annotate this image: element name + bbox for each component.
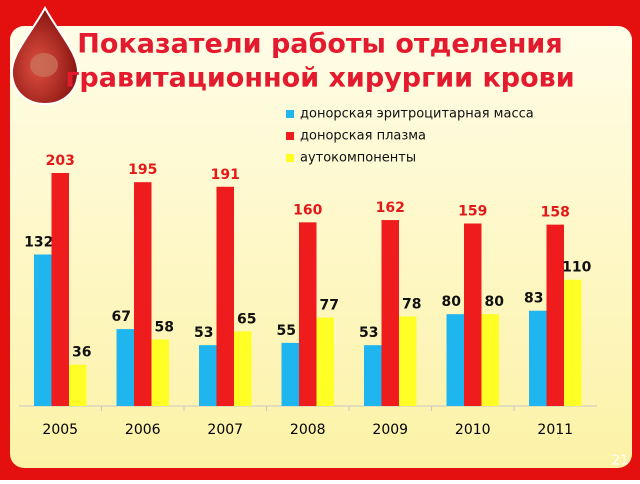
bar	[116, 329, 134, 406]
data-label: 80	[442, 294, 462, 310]
bar	[51, 173, 69, 406]
data-label: 36	[72, 345, 91, 361]
data-label: 77	[320, 298, 339, 314]
bar	[34, 254, 52, 406]
bar	[69, 364, 87, 406]
plot: 2005 132 203 36 2006 67 195 58 2007 53 191 65 2008 55…	[24, 107, 591, 439]
x-tick-label: 2007	[207, 422, 243, 438]
bar	[216, 186, 234, 406]
bar	[234, 331, 252, 406]
bar	[464, 223, 482, 406]
data-label: 53	[359, 325, 378, 341]
bar	[529, 310, 547, 406]
data-label: 110	[562, 260, 591, 276]
bar	[364, 345, 382, 406]
data-label: 83	[524, 291, 543, 307]
data-label: 203	[46, 153, 75, 169]
bar	[564, 279, 582, 406]
data-label: 58	[155, 319, 174, 335]
bar	[151, 339, 169, 406]
data-label: 80	[485, 294, 505, 310]
legend-label: донорская плазма	[300, 129, 426, 144]
data-label: 162	[376, 200, 405, 216]
data-label: 158	[541, 205, 570, 221]
bar	[446, 314, 464, 406]
legend-label: аутокомпоненты	[300, 151, 416, 166]
data-label: 191	[211, 167, 240, 183]
x-tick-label: 2011	[537, 422, 573, 438]
title-line: гравитационной хирургии крови	[65, 63, 574, 94]
icon-detail	[30, 53, 58, 77]
data-label: 67	[112, 309, 131, 325]
bar	[281, 342, 299, 406]
data-label: 53	[194, 325, 213, 341]
x-tick-label: 2005	[42, 422, 78, 438]
x-tick-label: 2008	[290, 422, 326, 438]
bar	[399, 316, 417, 406]
data-label: 132	[24, 234, 53, 250]
bar	[299, 222, 317, 406]
bar	[316, 317, 334, 406]
data-label: 55	[277, 323, 296, 339]
legend-swatch	[286, 132, 294, 140]
bar	[381, 220, 399, 406]
bar	[134, 182, 152, 406]
x-tick-label: 2009	[372, 422, 408, 438]
data-label: 159	[458, 204, 487, 220]
legend-label: донорская эритроцитарная масса	[300, 107, 534, 122]
data-label: 160	[293, 202, 322, 218]
bar	[546, 224, 564, 406]
page-number: 21	[612, 454, 629, 469]
data-label: 78	[402, 296, 421, 312]
legend-swatch	[286, 110, 294, 118]
bar	[199, 345, 217, 406]
data-label: 195	[128, 162, 157, 178]
data-label: 65	[237, 311, 256, 327]
legend-swatch	[286, 154, 294, 162]
bar	[481, 314, 499, 406]
x-tick-label: 2010	[455, 422, 491, 438]
x-tick-label: 2006	[125, 422, 161, 438]
title-line: Показатели работы отделения	[77, 29, 562, 60]
